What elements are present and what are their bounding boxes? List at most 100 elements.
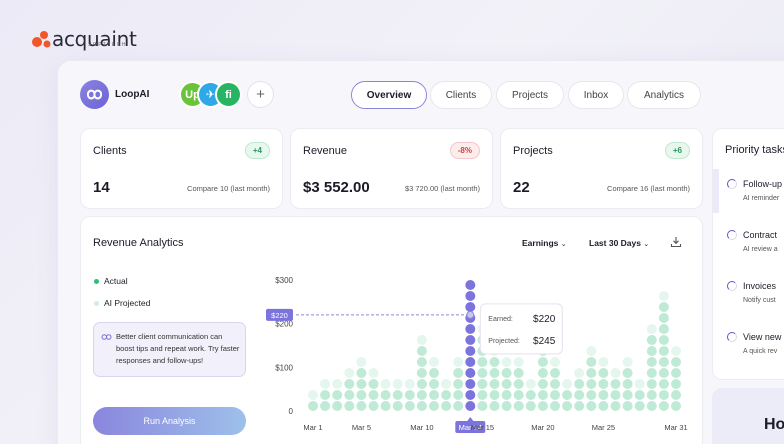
actual-dot xyxy=(525,401,536,411)
projected-dot xyxy=(550,357,560,367)
actual-dot xyxy=(658,357,669,367)
avatar-fi[interactable]: fi xyxy=(215,81,242,108)
projected-dot xyxy=(320,379,331,389)
x-tick-label: Mar 14 xyxy=(459,423,482,432)
projected-dot xyxy=(308,390,318,400)
actual-dot xyxy=(634,401,645,411)
actual-dot xyxy=(429,390,439,400)
actual-dot xyxy=(441,390,452,400)
progress-spinner-icon xyxy=(727,179,737,189)
download-icon[interactable] xyxy=(670,236,682,248)
actual-dot xyxy=(465,291,476,301)
projected-dot xyxy=(429,357,439,367)
priority-item[interactable]: Contract AI review a xyxy=(713,230,784,276)
actual-dot xyxy=(477,368,488,378)
x-tick-label: Mar 25 xyxy=(592,423,615,432)
actual-dot xyxy=(416,401,427,411)
tab-inbox[interactable]: Inbox xyxy=(568,81,624,109)
run-analysis-button[interactable]: Run Analysis xyxy=(93,407,246,435)
actual-dot xyxy=(356,401,367,411)
priority-title: Priority tasks xyxy=(725,144,784,156)
kpi-badge: -8% xyxy=(449,142,480,159)
actual-dot xyxy=(489,368,500,378)
projected-dot xyxy=(658,291,669,301)
chevron-down-icon: ⌄ xyxy=(643,241,650,248)
actual-dot xyxy=(344,401,355,411)
y-tick-label: $100 xyxy=(275,363,293,372)
actual-dot xyxy=(368,379,379,389)
actual-dot xyxy=(658,390,669,400)
projected-dot xyxy=(574,368,585,378)
actual-dot xyxy=(586,357,597,367)
priority-item[interactable]: Invoices Notify cust xyxy=(713,281,784,327)
projected-dot xyxy=(380,379,391,389)
tab-clients[interactable]: Clients xyxy=(430,81,492,109)
actual-dot xyxy=(441,401,452,411)
tab-analytics[interactable]: Analytics xyxy=(627,81,701,109)
actual-dot xyxy=(550,401,560,411)
ai-tip-text: Better client communication can boost ti… xyxy=(116,332,240,365)
actual-dot xyxy=(392,401,403,411)
actual-dot xyxy=(416,357,427,367)
actual-dot xyxy=(586,379,597,389)
priority-item-sub: Notify cust xyxy=(743,297,776,304)
actual-dot xyxy=(477,390,488,400)
revenue-analytics-card: Revenue Analytics Earnings ⌄ Last 30 Day… xyxy=(80,216,703,444)
priority-item[interactable]: View new A quick rev xyxy=(713,332,784,378)
actual-dot xyxy=(332,401,343,411)
x-tick-highlight-bg xyxy=(455,421,486,433)
x-tick-label: Mar 15 xyxy=(471,423,494,432)
priority-item[interactable]: Follow-up AI reminder xyxy=(713,179,784,225)
y-tick-label: 0 xyxy=(289,407,294,416)
tab-projects[interactable]: Projects xyxy=(496,81,564,109)
y-tick-label: $200 xyxy=(275,320,293,329)
actual-dot xyxy=(658,335,669,345)
actual-dot xyxy=(465,390,476,400)
actual-dot xyxy=(416,379,427,389)
actual-dot xyxy=(586,368,597,378)
actual-dot xyxy=(416,390,427,400)
projected-dot xyxy=(562,379,573,389)
acquaint-logo-icon xyxy=(32,31,51,48)
chart-tooltip xyxy=(479,303,563,355)
kpi-label: Clients xyxy=(93,145,127,157)
priority-item-sub: AI reminder xyxy=(743,195,780,202)
actual-dot xyxy=(501,390,512,400)
tooltip-earned-label: Earned: xyxy=(488,316,513,323)
actual-dot xyxy=(453,390,464,400)
projected-dot xyxy=(646,324,657,334)
actual-dot xyxy=(465,379,476,389)
projected-dot xyxy=(586,346,597,356)
tab-overview[interactable]: Overview xyxy=(351,81,427,109)
actual-dot xyxy=(574,390,585,400)
actual-dot xyxy=(368,390,379,400)
actual-dot xyxy=(658,313,669,323)
actual-dot xyxy=(308,401,318,411)
kpi-value: 22 xyxy=(513,179,530,196)
projected-dot xyxy=(622,357,633,367)
range-dropdown[interactable]: Last 30 Days ⌄ xyxy=(589,238,649,248)
tooltip-projected-value: $245 xyxy=(533,336,556,347)
actual-dot xyxy=(658,346,669,356)
progress-spinner-icon xyxy=(727,230,737,240)
actual-dot xyxy=(501,368,512,378)
actual-dot xyxy=(429,368,439,378)
actual-dot xyxy=(344,390,355,400)
actual-dot xyxy=(658,368,669,378)
actual-dot xyxy=(489,390,500,400)
priority-item-name: Follow-up xyxy=(743,179,783,189)
actual-dot xyxy=(646,357,657,367)
actual-dot xyxy=(465,368,476,378)
metric-dropdown[interactable]: Earnings ⌄ xyxy=(522,238,567,248)
add-member-button[interactable]: + xyxy=(247,81,274,108)
actual-dot xyxy=(622,379,633,389)
actual-dot xyxy=(671,401,681,411)
actual-dot xyxy=(356,390,367,400)
actual-dot xyxy=(574,401,585,411)
projected-dot xyxy=(513,357,524,367)
actual-dot xyxy=(598,368,609,378)
actual-dot xyxy=(525,390,536,400)
actual-dot xyxy=(501,379,512,389)
actual-dot xyxy=(513,379,524,389)
projected-dot xyxy=(525,379,536,389)
